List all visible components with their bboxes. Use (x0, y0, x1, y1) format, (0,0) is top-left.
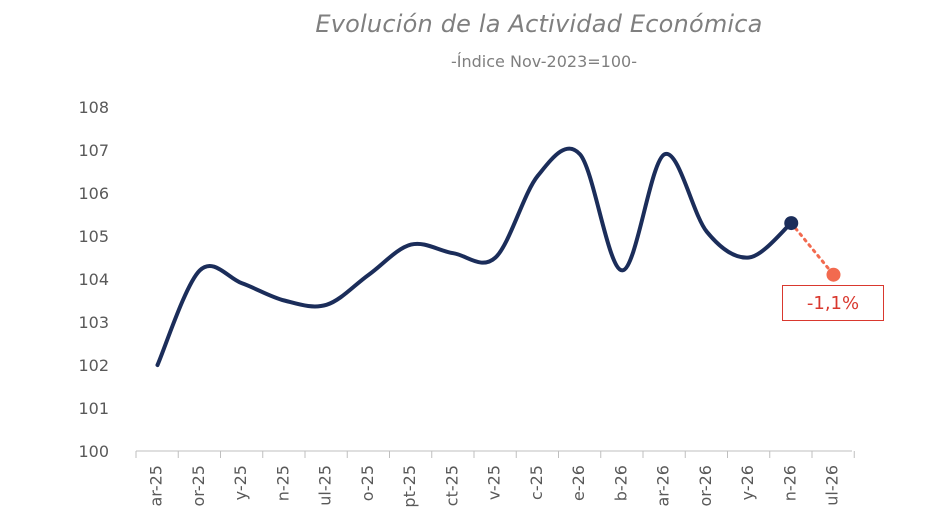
chart-subtitle: -Índice Nov-2023=100- (451, 52, 637, 71)
last-actual-point-marker (784, 216, 799, 231)
x-tick-label: c-25 (527, 465, 546, 500)
x-tick-label: ar-25 (147, 465, 166, 507)
y-tick-label: 108 (78, 98, 109, 117)
x-tick-label: y-25 (231, 465, 250, 500)
y-tick-label: 103 (78, 313, 109, 332)
x-tick-label: ar-26 (654, 465, 673, 507)
x-tick-label: b-26 (611, 465, 630, 501)
x-axis: ar-25 or-25 y-25 n-25 ul-25 o-25 pt-25 ct-25 v-2… (135, 450, 855, 508)
projected-point-marker (826, 267, 841, 282)
y-tick-label: 105 (78, 227, 109, 246)
y-tick-label: 107 (78, 141, 109, 160)
x-tick-label: pt-25 (400, 465, 419, 508)
x-tick-label: v-25 (485, 465, 504, 500)
x-tick-label: n-25 (273, 465, 292, 501)
y-tick-label: 106 (78, 184, 109, 203)
projection-change-label: -1,1% (782, 285, 884, 321)
x-tick-label: y-26 (738, 465, 757, 500)
x-tick-label: ul-25 (316, 465, 335, 506)
chart-title: Evolución de la Actividad Económica (315, 10, 763, 38)
series-layer (155, 146, 841, 367)
x-tick-label: or-25 (189, 465, 208, 506)
projection-dotted-line (789, 221, 835, 277)
x-tick-label: ul-26 (823, 465, 842, 506)
y-tick-label: 100 (78, 442, 109, 461)
x-tick-label: e-26 (569, 465, 588, 501)
x-tick-label: n-26 (780, 465, 799, 501)
x-tick-label: or-26 (696, 465, 715, 506)
x-tick-label: ct-25 (442, 465, 461, 506)
y-tick-label: 101 (78, 399, 109, 418)
y-tick-label: 104 (78, 270, 109, 289)
y-axis-ticks: 100 101 102 103 104 105 106 107 108 (78, 98, 109, 461)
y-tick-label: 102 (78, 356, 109, 375)
x-tick-label: o-25 (358, 465, 377, 501)
activity-index-line (155, 146, 794, 367)
